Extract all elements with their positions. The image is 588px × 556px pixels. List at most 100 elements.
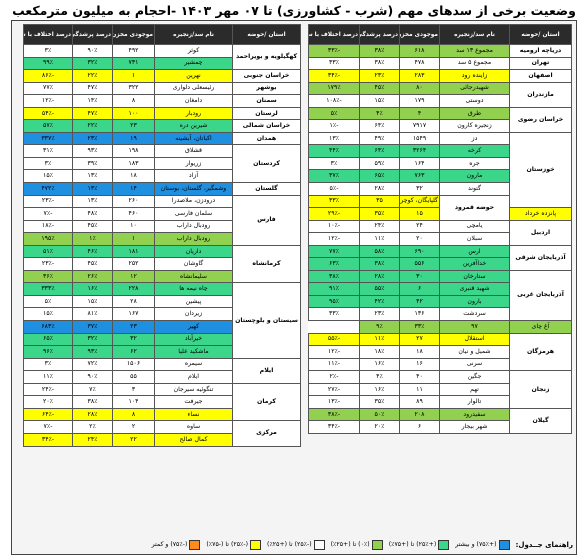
fill-percent-cell: ۴۵٪ bbox=[72, 219, 113, 234]
table-row: سمنان دامغان ۸ ۱۴٪ -۱۲٪ bbox=[23, 94, 301, 108]
volume-cell: ۸ bbox=[112, 407, 155, 422]
table-row: کرخه ۳۲۶۴ ۶۴٪ ۴۴٪ bbox=[308, 144, 572, 158]
volume-cell: ۴ bbox=[399, 106, 440, 121]
dam-name-cell: اکباتان، آبشینه bbox=[154, 131, 233, 146]
legend-label: (+۲۵٪) تا (+۷۵٪) bbox=[388, 541, 437, 548]
table-row: آذربایجان غربی ستارخان ۳۰ ۲۸٪ ۳۸٪ bbox=[308, 269, 572, 322]
dams-table-right: استان /حوضه نام سد/زنجیره موجودی مخزن در… bbox=[308, 24, 572, 434]
volume-cell: ۵۵ bbox=[112, 370, 155, 384]
table-header-row: استان /حوضه نام سد/زنجیره موجودی مخزن در… bbox=[23, 24, 301, 45]
volume-cell: ۱۹۸ bbox=[112, 144, 155, 158]
fill-percent-cell: ۱۸٪ bbox=[359, 345, 400, 359]
fill-percent-cell: ۳۵٪ bbox=[359, 395, 400, 409]
table-row: سیستان و بلوچستان چاه نیمه ها ۲۲۸ ۱۶٪ ۳۳۳٪ bbox=[23, 282, 301, 359]
diff-percent-cell: ۹۵٪ bbox=[308, 294, 360, 309]
table-row: شهر بیجار ۶ ۲۰٪ -۳۴٪ bbox=[308, 420, 572, 434]
dam-name-cell: نساء bbox=[154, 407, 233, 422]
volume-cell: ۸۹ bbox=[399, 395, 440, 409]
diff-percent-cell: -۷٪ bbox=[23, 207, 73, 221]
table-row: خداآفرین ۵۵۶ ۳۸٪ ۶۳٪ bbox=[308, 257, 572, 271]
volume-cell: ۲۸۳ bbox=[399, 69, 440, 83]
volume-cell: ۳۰ bbox=[399, 269, 440, 284]
diff-percent-cell: ۹۹٪ bbox=[23, 56, 73, 71]
diff-percent-cell: -۱٪ bbox=[308, 119, 360, 133]
volume-cell: ۲۲۸ bbox=[112, 282, 155, 296]
diff-percent-cell: ۱۷۹٪ bbox=[308, 81, 360, 96]
fill-percent-cell: ۴۷٪ bbox=[72, 106, 113, 121]
volume-cell: ۴۲ bbox=[399, 294, 440, 309]
diff-percent-cell: ۳۳٪ bbox=[308, 56, 360, 71]
diff-percent-cell: ۱۵٪ bbox=[23, 307, 73, 322]
fill-percent-cell: ۳۳٪ bbox=[399, 320, 440, 334]
province-cell: کردستان bbox=[232, 144, 301, 184]
legend-swatch bbox=[189, 539, 201, 550]
table-header-row: استان /حوضه نام سد/زنجیره موجودی مخزن در… bbox=[308, 24, 572, 45]
fill-percent-cell: ۳۸٪ bbox=[72, 395, 113, 409]
diff-percent-cell: ۱۳٪ bbox=[308, 131, 360, 146]
table-row: جیرفت ۱۰۴ ۳۸٪ ۲۰٪ bbox=[23, 395, 301, 409]
table-row: چمشیر ۷۳۱ ۳۲٪ ۹۹٪ bbox=[23, 56, 301, 71]
volume-cell: ۲۰ bbox=[399, 232, 440, 246]
table-row: آزاد ۱۸ ۱۳٪ ۱۵٪ bbox=[23, 169, 301, 183]
dam-name-cell: یامچی bbox=[439, 219, 510, 234]
table-row: اصفهان زاینده رود ۲۸۳ ۲۳٪ -۳۴٪ bbox=[308, 69, 572, 83]
diff-percent-cell: ۷۷٪ bbox=[23, 81, 73, 96]
dam-name-cell: شهر بیجار bbox=[439, 420, 510, 434]
dam-name-cell: جیرفت bbox=[154, 395, 233, 409]
fill-percent-cell: ۲۸٪ bbox=[72, 407, 113, 422]
table-row: هرمزگان استقلال ۲۷ ۱۱٪ -۵۵٪ bbox=[308, 332, 572, 372]
fill-percent-cell: ۵۹٪ bbox=[359, 156, 400, 171]
volume-cell: ۲۰۸ bbox=[399, 407, 440, 422]
volume-cell: ۶ bbox=[399, 420, 440, 434]
volume-cell: ۳۲۶۴ bbox=[399, 144, 440, 158]
volume-cell: ۱۵ bbox=[399, 207, 440, 221]
volume-cell: ۲۶۰ bbox=[112, 194, 155, 209]
dam-name-cell: چاه نیمه ها bbox=[154, 282, 233, 296]
diff-percent-cell: ۳٪ bbox=[308, 156, 360, 171]
table-row: خراسان شمالی شیرین دره ۲۳ ۲۲٪ ۵۷٪ bbox=[23, 119, 301, 133]
diff-percent-cell: -۵۴٪ bbox=[23, 106, 73, 121]
volume-cell: ۳۲ bbox=[399, 182, 440, 196]
province-cell: گلستان bbox=[232, 182, 301, 196]
dam-name-cell: قشلاق bbox=[154, 144, 233, 158]
page-title: وضعیت برخی از سدهای مهم (شرب - کشاورزی) … bbox=[12, 3, 576, 18]
header-fill: درصد پرشدگی bbox=[72, 24, 113, 45]
volume-cell: ۲۲ bbox=[112, 432, 155, 447]
diff-percent-cell: ۶۳٪ bbox=[308, 257, 360, 271]
table-row: پانزده خرداد ۱۵ ۳۵٪ -۲۹٪ bbox=[308, 207, 572, 221]
header-diff: درصد اختلاف با سال قبل bbox=[308, 24, 360, 45]
diff-percent-cell: -۲۴٪ bbox=[23, 382, 73, 397]
table-row: رودبال داراب ۱ ۱٪ ۱۹۵٪ bbox=[23, 232, 301, 246]
diff-percent-cell: -۳۴٪ bbox=[308, 69, 360, 83]
legend-swatch bbox=[498, 539, 510, 550]
volume-cell: ۱۳۶ bbox=[399, 307, 440, 322]
fill-percent-cell: ۹۳٪ bbox=[72, 345, 113, 359]
diff-percent-cell: ۶۵٪ bbox=[23, 332, 73, 347]
legend-title: راهنمای جــدول: bbox=[515, 540, 573, 549]
legend-item: (-۲۵٪) تا (+۲۵٪) bbox=[267, 539, 325, 550]
volume-cell: ۸ bbox=[112, 94, 155, 108]
volume-cell: ۱۸ bbox=[112, 169, 155, 183]
volume-cell: ۸۰ bbox=[399, 81, 440, 96]
diff-percent-cell: ۳٪ bbox=[23, 44, 73, 58]
province-cell: آذربایجان غربی bbox=[509, 269, 572, 322]
dam-name-cell: ایلام bbox=[154, 370, 233, 384]
volume-cell: ۴۹۲ bbox=[112, 44, 155, 58]
table-row: کهگیلویه و بویراحمد کوثر ۴۹۲ ۹۰٪ ۳٪ bbox=[23, 43, 301, 71]
dam-name-cell: سردشت bbox=[439, 307, 510, 322]
volume-cell: ۲ bbox=[112, 420, 155, 434]
dam-name-cell: کرخه bbox=[439, 144, 510, 158]
dam-name-cell: مجموع ۱۳ سد bbox=[439, 44, 510, 58]
table-row: مازندران شهیدرجائی ۸۰ ۴۵٪ ۱۷۹٪ bbox=[308, 81, 572, 108]
table-row: کهیر ۲۳ ۳۷٪ ۶۸۳٪ bbox=[23, 320, 301, 334]
fill-percent-cell: ۴۵٪ bbox=[72, 257, 113, 271]
dam-name-cell: کمال صالح bbox=[154, 432, 233, 447]
diff-percent-cell: -۵٪ bbox=[308, 182, 360, 196]
volume-cell: ۱۰۴ bbox=[112, 395, 155, 409]
diff-percent-cell: ۷۷٪ bbox=[308, 244, 360, 259]
dam-name-cell: دز bbox=[439, 131, 510, 146]
table-row: کمال صالح ۲۲ ۲۴٪ -۳۴٪ bbox=[23, 432, 301, 447]
legend-label: (-۷۵٪) و کمتر bbox=[151, 541, 188, 548]
volume-cell: ۳۲۲ bbox=[112, 81, 155, 96]
province-cell: گیلان bbox=[509, 407, 572, 434]
